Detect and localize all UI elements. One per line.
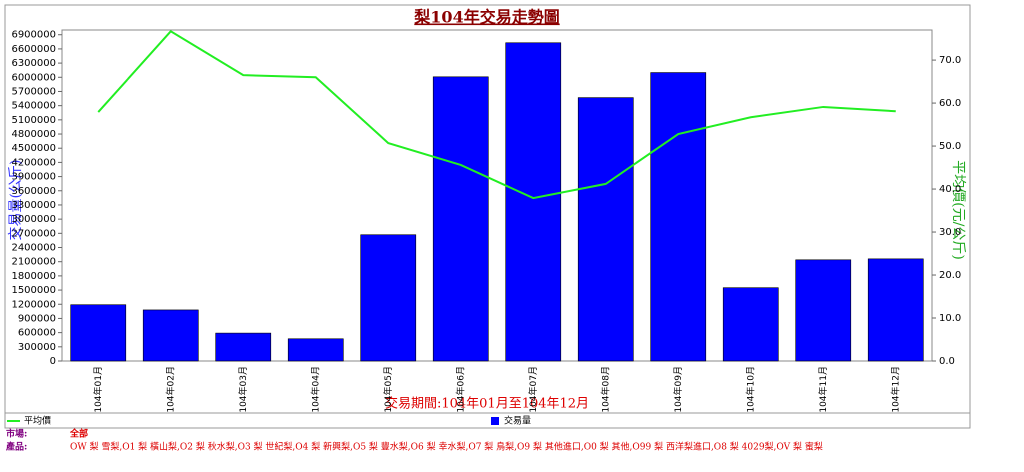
x-tick-label: 104年03月 — [237, 366, 249, 413]
y-tick-label: 3000000 — [11, 214, 56, 225]
y-tick-label: 6300000 — [11, 58, 56, 69]
y-tick-label: 4200000 — [11, 157, 56, 168]
bar — [795, 259, 852, 362]
plot-area — [61, 29, 933, 362]
y2-tick-label: 50.0 — [939, 141, 961, 152]
x-tick-label: 104年11月 — [817, 366, 829, 413]
y-tick-label: 5100000 — [11, 115, 56, 126]
bar — [722, 287, 779, 362]
bar — [650, 72, 707, 362]
y2-tick-label: 20.0 — [939, 270, 961, 281]
bar — [287, 338, 344, 362]
y-tick-label: 2700000 — [11, 228, 56, 239]
chart-title: 梨104年交易走勢圖 — [413, 8, 559, 27]
x-tick-label: 104年06月 — [454, 366, 466, 413]
y-tick-label: 3600000 — [11, 186, 56, 197]
y-tick-label: 2100000 — [11, 257, 56, 268]
y-tick-label: 4500000 — [11, 143, 56, 154]
y-tick-label: 900000 — [18, 313, 56, 324]
y-tick-label: 1800000 — [11, 271, 56, 282]
y2-tick-label: 40.0 — [939, 184, 961, 195]
bar — [577, 97, 634, 362]
y-tick-label: 300000 — [18, 342, 56, 353]
x-tick-label: 104年09月 — [672, 366, 684, 413]
x-tick-label: 104年08月 — [599, 366, 611, 413]
x-tick-label: 104年07月 — [527, 366, 539, 413]
filter-value: 全部 — [69, 428, 88, 440]
y2-tick-label: 0.0 — [939, 356, 955, 367]
y-tick-label: 2400000 — [11, 243, 56, 254]
filter-value: OW 梨 雪梨,O1 梨 橫山梨,O2 梨 秋水梨,O3 梨 世紀梨,O4 梨 … — [70, 441, 823, 453]
y2-tick-label: 10.0 — [939, 313, 961, 324]
y-tick-label: 600000 — [18, 328, 56, 339]
bar — [505, 42, 562, 362]
line — [97, 30, 896, 200]
x-tick-label: 104年05月 — [382, 366, 394, 413]
filter-label: 產品: — [5, 441, 27, 453]
y2-axis-title: 平均價(元/公斤) — [950, 160, 967, 260]
y-tick-label: 1500000 — [11, 285, 56, 296]
y-tick-label: 6600000 — [11, 44, 56, 55]
y-tick-label: 4800000 — [11, 129, 56, 140]
bar — [142, 309, 199, 362]
y-axis-title: 交易量(公斤) — [7, 160, 24, 241]
x-tick-label: 104年10月 — [744, 366, 756, 413]
y2-tick-label: 30.0 — [939, 227, 961, 238]
bar — [215, 332, 272, 362]
y-tick-label: 6000000 — [11, 72, 56, 83]
y2-tick-label: 60.0 — [939, 98, 961, 109]
legend-label: 交易量 — [504, 415, 531, 427]
x-tick-label: 104年01月 — [92, 366, 104, 413]
y-tick-label: 5700000 — [11, 86, 56, 97]
y-tick-label: 5400000 — [11, 101, 56, 112]
x-tick-label: 104年04月 — [309, 366, 321, 413]
y-tick-label: 6900000 — [11, 30, 56, 41]
x-tick-label: 104年02月 — [164, 366, 176, 413]
bar — [432, 76, 489, 362]
bar — [360, 234, 417, 362]
y-tick-label: 0 — [50, 356, 56, 367]
y2-tick-label: 70.0 — [939, 55, 961, 66]
bar — [867, 258, 924, 362]
legend-label: 平均價 — [24, 415, 51, 427]
x-tick-label: 104年12月 — [889, 366, 901, 413]
y-tick-label: 1200000 — [11, 299, 56, 310]
y-tick-label: 3900000 — [11, 172, 56, 183]
legend-swatch — [491, 417, 499, 425]
bar — [70, 304, 127, 362]
x-axis-title: 交易期間:104年01月至104年12月 — [385, 396, 589, 412]
y-tick-label: 3300000 — [11, 200, 56, 211]
filter-label: 市場: — [6, 428, 27, 440]
